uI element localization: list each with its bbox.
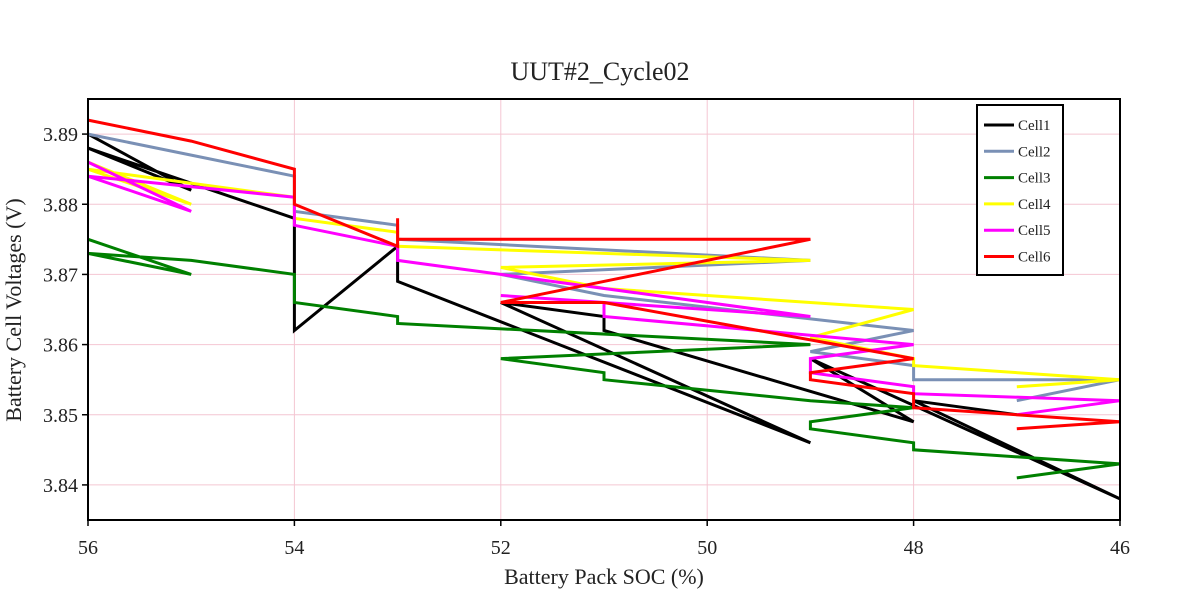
- series-lines: [87, 118, 1121, 501]
- legend-items: Cell1 Cell2 Cell3 Cell4 Cell5 Cell6: [984, 118, 1051, 266]
- legend-box: [976, 104, 1064, 276]
- y-tick-label: 3.86: [43, 335, 78, 357]
- legend-label-cell2: Cell2: [1018, 144, 1051, 160]
- chart-title: UUT#2_Cycle02: [510, 57, 689, 86]
- grid-lines: [87, 99, 1121, 520]
- y-tick-label: 3.85: [43, 405, 78, 427]
- legend: Cell1 Cell2 Cell3 Cell4 Cell5 Cell6: [976, 104, 1064, 276]
- legend-label-cell5: Cell5: [1018, 223, 1051, 239]
- x-axis-label: Battery Pack SOC (%): [504, 564, 704, 589]
- legend-label-cell3: Cell3: [1018, 171, 1051, 187]
- legend-label-cell1: Cell1: [1018, 118, 1051, 134]
- x-tick-label: 48: [904, 537, 924, 559]
- y-tick-label: 3.89: [43, 124, 78, 146]
- plot-frame: [87, 98, 1121, 521]
- x-tick-label: 46: [1110, 537, 1130, 559]
- y-tick-label: 3.87: [43, 264, 78, 286]
- x-tick-label: 54: [284, 537, 304, 559]
- legend-label-cell4: Cell4: [1018, 197, 1051, 213]
- series-line-cell5: [87, 160, 1121, 417]
- x-tick-label: 52: [491, 537, 511, 559]
- x-tick-label: 50: [697, 537, 717, 559]
- axis-ticks: 56 54 52 50 48 46 3.84 3.85 3.86 3.87 3.88 3.89: [43, 124, 1130, 559]
- x-tick-label: 56: [78, 537, 98, 559]
- series-line-cell6: [87, 118, 1121, 431]
- series-line-cell4: [87, 160, 1121, 389]
- y-axis-label: Battery Cell Voltages (V): [1, 198, 26, 421]
- series-line-cell3: [87, 237, 1121, 480]
- y-tick-label: 3.84: [43, 475, 78, 497]
- y-tick-label: 3.88: [43, 194, 78, 216]
- legend-label-cell6: Cell6: [1018, 250, 1051, 266]
